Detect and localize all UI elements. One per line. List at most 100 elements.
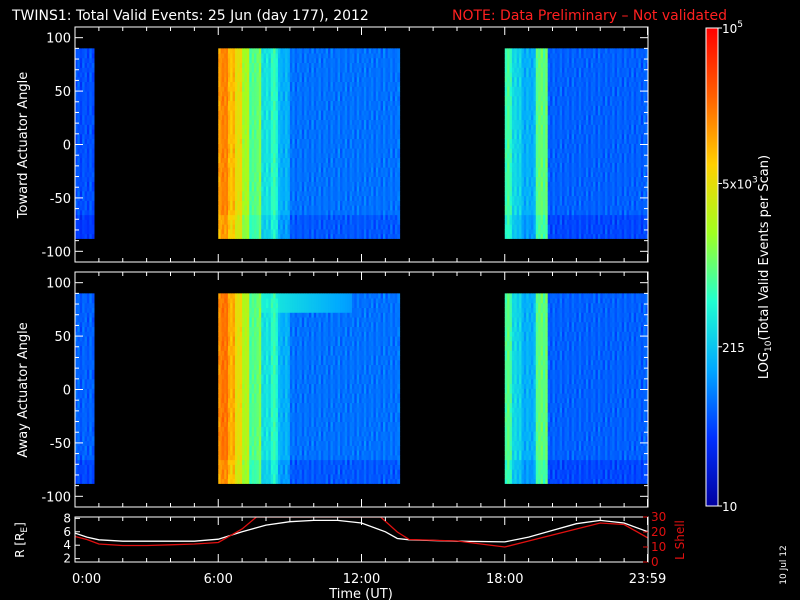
heatmap-cell [294, 233, 298, 239]
heatmap-cell [373, 152, 377, 159]
heatmap-cell [573, 105, 577, 111]
heatmap-cell [378, 167, 381, 173]
heatmap-cell [542, 143, 546, 149]
heatmap-cell [285, 138, 288, 144]
heatmap-cell [547, 176, 551, 182]
heatmap-cell [273, 195, 276, 201]
heatmap-cell [593, 129, 596, 135]
heatmap-cell [292, 105, 296, 111]
heatmap-cell [304, 124, 307, 130]
heatmap-cell [313, 114, 317, 121]
heatmap-cell [535, 228, 539, 235]
heatmap-cell [292, 133, 296, 140]
heatmap-cell [521, 152, 525, 159]
heatmap-cell [576, 176, 580, 182]
heatmap-cell [313, 48, 317, 54]
heatmap-cell [526, 228, 530, 235]
heatmap-cell [301, 143, 305, 149]
heatmap-cell [328, 200, 331, 206]
heatmap-cell [397, 62, 401, 68]
heatmap-cell [540, 124, 544, 130]
heatmap-cell [335, 119, 339, 125]
heatmap-cell [299, 171, 303, 178]
heatmap-cell [356, 129, 360, 135]
heatmap-cell [509, 162, 513, 168]
heatmap-cell [514, 214, 518, 220]
heatmap-cell [535, 205, 539, 211]
heatmap-cell [332, 119, 336, 125]
heatmap-cell [261, 67, 265, 73]
heatmap-cell [251, 129, 255, 135]
heatmap-cell [564, 157, 568, 163]
heatmap-cell [256, 228, 260, 235]
heatmap-cell [361, 119, 365, 125]
heatmap-cell [258, 181, 262, 187]
heatmap-cell [318, 133, 322, 140]
heatmap-cell [316, 148, 319, 154]
heatmap-cell [519, 62, 522, 68]
heatmap-cell [230, 48, 233, 54]
heatmap-cell [373, 67, 377, 73]
heatmap-cell [249, 152, 253, 159]
heatmap-cell [328, 119, 331, 125]
heatmap-cell [504, 57, 508, 64]
heatmap-cell [218, 162, 222, 168]
heatmap-cell [509, 152, 513, 159]
heatmap-cell [523, 81, 527, 87]
heatmap-cell [342, 100, 346, 106]
heatmap-cell [375, 143, 379, 149]
heatmap-cell [516, 100, 520, 106]
heatmap-cell [289, 224, 293, 230]
heatmap-cell [550, 219, 553, 225]
heatmap-cell [289, 214, 293, 220]
heatmap-cell [230, 200, 233, 206]
heatmap-cell [540, 162, 544, 168]
heatmap-cell [359, 171, 362, 178]
heatmap-cell [390, 228, 393, 235]
heatmap-cell [297, 195, 300, 201]
heatmap-cell [583, 190, 587, 197]
heatmap-cell [538, 186, 541, 192]
heatmap-cell [523, 228, 527, 235]
heatmap-cell [554, 200, 558, 206]
heatmap-cell [325, 138, 329, 144]
heatmap-cell [521, 138, 525, 144]
heatmap-cell [337, 205, 341, 211]
heatmap-cell [368, 233, 372, 239]
heatmap-cell [590, 162, 594, 168]
heatmap-cell [597, 124, 601, 130]
heatmap-cell [378, 200, 381, 206]
heatmap-cell [387, 219, 391, 225]
heatmap-cell [232, 171, 236, 178]
heatmap-cell [325, 62, 329, 68]
heatmap-cell [79, 48, 83, 54]
heatmap-cell [521, 124, 525, 130]
heatmap-cell [509, 105, 513, 111]
heatmap-cell [332, 105, 336, 111]
heatmap-cell [583, 219, 587, 225]
heatmap-cell [390, 57, 393, 64]
heatmap-cell [588, 224, 592, 230]
heatmap-cell [363, 72, 367, 78]
heatmap-cell [347, 114, 350, 121]
heatmap-cell [359, 81, 362, 87]
heatmap-cell [581, 138, 584, 144]
heatmap-cell [220, 48, 223, 54]
heatmap-cell [521, 181, 525, 187]
heatmap-cell [239, 114, 243, 121]
heatmap-cell [86, 152, 90, 159]
heatmap-cell [359, 91, 362, 97]
heatmap-cell [244, 76, 248, 83]
heatmap-cell [304, 76, 307, 83]
heatmap-cell [564, 57, 568, 64]
heatmap-cell [363, 143, 367, 149]
heatmap-cell [521, 176, 525, 182]
heatmap-cell [519, 67, 522, 73]
heatmap-cell [581, 119, 584, 125]
heatmap-cell [227, 152, 231, 159]
heatmap-cell [514, 114, 518, 121]
heatmap-cell [363, 171, 367, 178]
heatmap-cell [593, 48, 596, 54]
heatmap-cell [557, 81, 561, 87]
heatmap-cell [351, 233, 355, 239]
